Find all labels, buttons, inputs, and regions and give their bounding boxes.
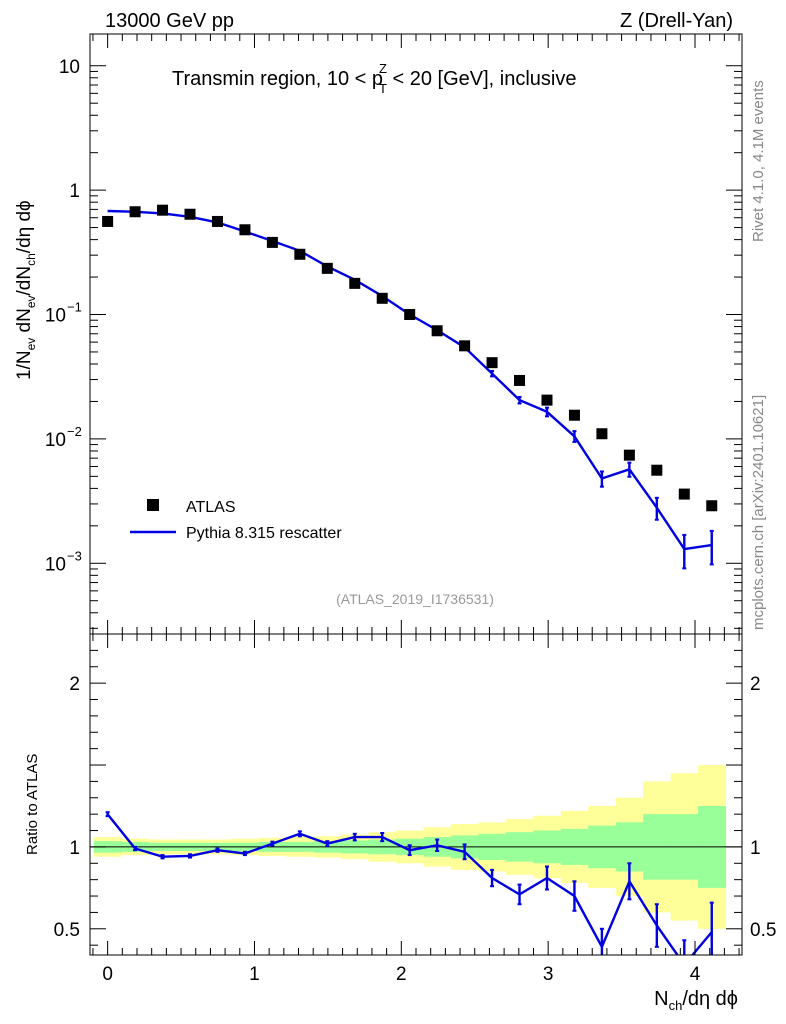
ratio-y-tick-label: 1 <box>69 838 80 859</box>
atlas-point <box>129 206 141 218</box>
y-tick-label: 10 <box>45 430 66 451</box>
main-y-axis-title: 1/Nev dNev/dNch/dη dϕ <box>14 200 38 380</box>
ratio-y-tick-label: 0.5 <box>54 920 80 941</box>
atlas-point <box>211 215 223 227</box>
plot-title: Transmin region, 10 < pZ T < 20 [GeV], in… <box>172 61 577 96</box>
atlas-point <box>706 500 718 512</box>
ratio-y-tick-label-right: 0.5 <box>750 920 776 941</box>
y-tick-label: 10 <box>45 554 66 575</box>
atlas-point <box>514 374 526 386</box>
y-tick-label: 10 <box>59 57 80 78</box>
atlas-point <box>678 488 690 500</box>
atlas-point <box>239 224 251 236</box>
y-tick-label-exponent: −1 <box>67 300 82 315</box>
legend-marker-atlas <box>147 499 159 511</box>
atlas-point <box>184 208 196 220</box>
legend <box>130 499 176 534</box>
y-tick-label: 1 <box>69 181 80 202</box>
atlas-point <box>431 325 443 337</box>
x-tick-label: 4 <box>690 964 701 985</box>
side-label-rivet: Rivet 4.1.0, 4.1M events <box>750 80 767 242</box>
atlas-point <box>651 464 663 476</box>
ratio-y-axis-title: Ratio to ATLAS <box>24 754 41 855</box>
ratio-y-tick-label: 2 <box>69 674 80 695</box>
legend-label-atlas: ATLAS <box>186 499 236 516</box>
ratio-y-tick-label-right: 2 <box>750 674 761 695</box>
atlas-point <box>294 248 306 260</box>
ratio-y-tick-label-right: 1 <box>750 838 761 859</box>
atlas-point <box>404 309 416 321</box>
analysis-tag: (ATLAS_2019_I1736531) <box>336 591 494 607</box>
atlas-point <box>349 277 361 289</box>
header-right: Z (Drell-Yan) <box>620 10 733 32</box>
header-left: 13000 GeV pp <box>105 10 234 32</box>
ratio-panel: 0 1 2 3 4 0.5 0.5 1 1 2 2 <box>54 633 776 985</box>
atlas-point <box>102 215 114 227</box>
x-tick-label: 0 <box>102 964 113 985</box>
atlas-point <box>623 449 635 461</box>
y-tick-label: 10 <box>45 306 66 327</box>
x-axis-title: Nch/dη dϕ <box>654 988 738 1013</box>
x-tick-label: 2 <box>396 964 407 985</box>
y-tick-label-exponent: −2 <box>67 424 82 439</box>
main-plot-frame <box>89 33 743 635</box>
legend-label-pythia: Pythia 8.315 rescatter <box>186 525 342 542</box>
x-tick-label: 3 <box>543 964 554 985</box>
y-tick-label-exponent: −3 <box>67 548 82 563</box>
atlas-point <box>596 428 608 440</box>
atlas-point <box>321 262 333 274</box>
atlas-point <box>459 340 471 352</box>
atlas-point <box>266 236 278 248</box>
x-tick-label: 1 <box>249 964 260 985</box>
side-label-mcplots: mcplots.cern.ch [arXiv:2401.10621] <box>750 395 767 630</box>
ratio-series-group <box>105 811 714 955</box>
atlas-point <box>486 357 498 369</box>
atlas-point <box>157 204 169 216</box>
atlas-point <box>376 292 388 304</box>
atlas-point <box>541 394 553 406</box>
atlas-point <box>568 409 580 421</box>
